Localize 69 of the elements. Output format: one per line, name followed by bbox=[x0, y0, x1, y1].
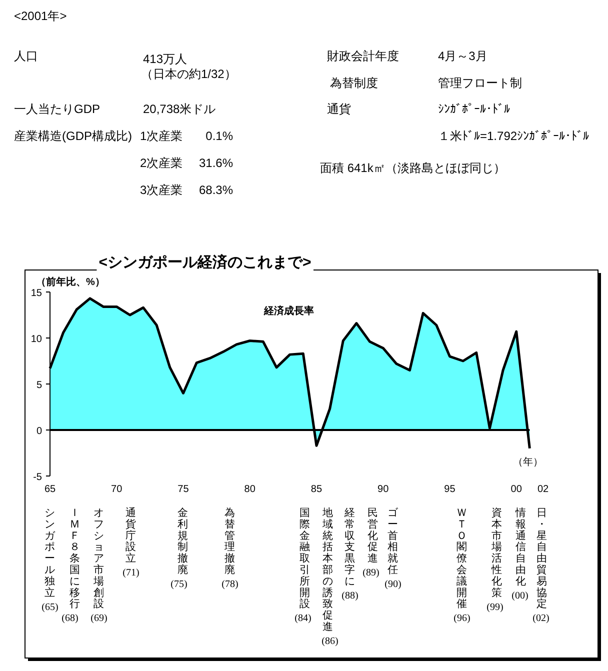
text: 通貨 bbox=[327, 102, 351, 116]
x-axis-title: （年） bbox=[513, 456, 543, 468]
text: 地域統括本部の誘致促進 bbox=[322, 508, 334, 633]
text: 413万人 bbox=[143, 52, 188, 66]
x-tick-label: 02 bbox=[537, 484, 549, 495]
text: 68.3% bbox=[198, 183, 234, 197]
text: 人口 bbox=[14, 49, 38, 63]
x-tick-label: 85 bbox=[310, 484, 322, 495]
text: シンガポール独立 bbox=[44, 508, 56, 599]
x-tick-label: 90 bbox=[378, 484, 390, 495]
text: 民営化促進 bbox=[368, 507, 378, 565]
text: 1次産業 bbox=[140, 129, 183, 143]
text: １米ﾄﾞﾙ=1.792ｼﾝｶﾞﾎﾟｰﾙ･ﾄﾞﾙ bbox=[438, 129, 590, 143]
x-tick-label: 65 bbox=[44, 484, 56, 495]
x-tick-label: 70 bbox=[111, 484, 123, 495]
y-tick-label: 10 bbox=[30, 334, 42, 345]
text: 0.1% bbox=[206, 129, 234, 143]
text: (68) bbox=[62, 613, 78, 624]
y-tick-label: 0 bbox=[36, 426, 42, 437]
text: ｼﾝｶﾞﾎﾟｰﾙ･ﾄﾞﾙ bbox=[438, 102, 510, 116]
text: (88) bbox=[342, 590, 358, 602]
text: 3次産業 bbox=[140, 183, 183, 197]
text: ＷＴＯ閣僚会議開催 bbox=[456, 508, 468, 610]
text: (71) bbox=[122, 568, 140, 579]
text: 産業構造(GDP構成比) bbox=[14, 129, 132, 143]
y-tick-label: -5 bbox=[33, 472, 42, 483]
text: 管理フロート制 bbox=[438, 76, 522, 90]
text: （日本の約1/32） bbox=[141, 67, 236, 81]
text: 日・星自由貿易協定 bbox=[536, 508, 548, 610]
text: (65) bbox=[42, 602, 58, 613]
text: 情報通信自由化 bbox=[514, 506, 526, 588]
text: <2001年> bbox=[14, 9, 67, 23]
text: 4月～3月 bbox=[438, 49, 488, 63]
text: (90) bbox=[384, 579, 402, 590]
text: 一人当たりGDP bbox=[14, 102, 100, 116]
text: 為替管理撤廃 bbox=[224, 507, 236, 576]
text: 財政会計年度 bbox=[327, 49, 399, 63]
text: 20,738米ドル bbox=[143, 102, 216, 116]
x-tick-label: 95 bbox=[444, 484, 456, 495]
text: 面積 641k㎡（淡路島とほぼ同じ） bbox=[320, 161, 506, 175]
text: (00) bbox=[512, 590, 528, 602]
text: (69) bbox=[90, 613, 108, 624]
text: オフショア市場創設 bbox=[94, 508, 104, 610]
text: 経済成長率 bbox=[263, 305, 314, 317]
text: 金利規制撤廃 bbox=[178, 507, 188, 576]
text: 国際金融取引所開設 bbox=[300, 508, 310, 610]
text: 2次産業 bbox=[140, 156, 183, 170]
y-tick-label: 5 bbox=[36, 380, 42, 391]
text: (89) bbox=[362, 568, 380, 579]
text: (86) bbox=[322, 636, 338, 647]
x-tick-label: 00 bbox=[510, 484, 522, 495]
text: 31.6% bbox=[198, 156, 234, 170]
text: (84) bbox=[294, 613, 312, 624]
y-axis-title: （前年比、%） bbox=[36, 276, 105, 288]
text: 経常収支黒字に bbox=[344, 507, 356, 588]
text: 資本市場活性化策 bbox=[490, 507, 502, 599]
text: (02) bbox=[532, 613, 550, 624]
x-tick-label: 75 bbox=[178, 484, 190, 495]
chart-title: <シンガポール経済のこれまで> bbox=[98, 253, 312, 271]
text: 通貨庁設立 bbox=[126, 506, 136, 565]
y-tick-label: 15 bbox=[30, 288, 42, 299]
x-tick-label: 80 bbox=[244, 484, 256, 495]
text: (78) bbox=[222, 579, 238, 590]
text: (96) bbox=[454, 613, 470, 624]
text: (99) bbox=[486, 602, 504, 613]
text: 為替制度 bbox=[330, 76, 378, 90]
text: ＩＭＦ８条国に移行 bbox=[70, 508, 80, 610]
text: (75) bbox=[170, 579, 188, 590]
text: ゴー首相就任 bbox=[386, 507, 400, 576]
